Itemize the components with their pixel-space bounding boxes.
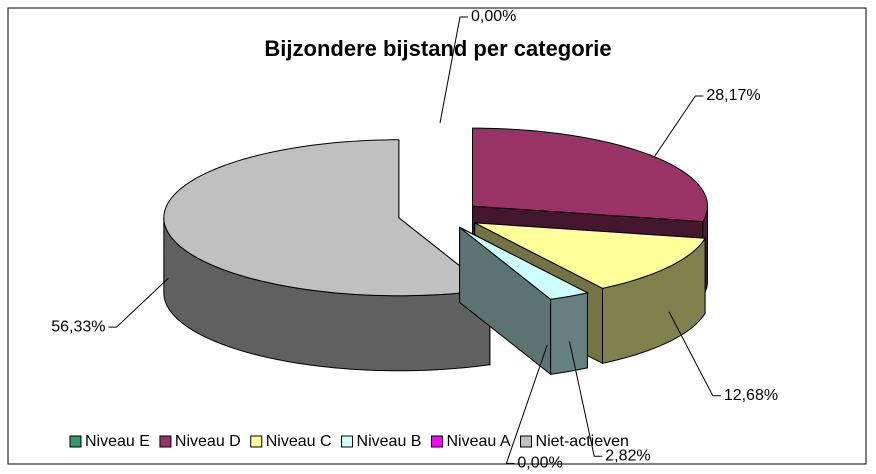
data-label: 2,82% xyxy=(605,447,650,464)
leader-line xyxy=(668,311,721,397)
legend-swatch xyxy=(520,435,533,448)
legend-label: Niveau E xyxy=(85,433,150,450)
data-label: 28,17% xyxy=(706,87,760,104)
slice-side xyxy=(550,292,588,375)
slice-top xyxy=(459,226,589,300)
leader-line xyxy=(653,95,704,158)
legend-label: Niveau A xyxy=(446,433,510,450)
legend-label: Niveau D xyxy=(175,433,241,450)
data-label: 56,33% xyxy=(51,318,105,335)
legend-swatch xyxy=(341,435,354,448)
legend-label: Niveau B xyxy=(357,433,422,450)
slice-top xyxy=(472,127,709,223)
leader-line xyxy=(108,277,169,328)
data-label: 12,68% xyxy=(724,387,778,404)
legend-label: Niet-actieven xyxy=(536,433,629,450)
leader-line xyxy=(568,341,603,457)
pie-slice xyxy=(163,139,492,372)
chart-border xyxy=(7,7,867,465)
legend-swatch xyxy=(250,435,263,448)
chart-title: Bijzondere bijstand per categorie xyxy=(264,36,611,61)
slice-top xyxy=(474,222,706,289)
legend-swatch xyxy=(430,435,443,448)
leader-line xyxy=(439,16,468,124)
pie-slice xyxy=(459,226,589,376)
legend-swatch xyxy=(159,435,172,448)
leader-line xyxy=(505,344,548,464)
slice-top xyxy=(163,139,492,297)
legend-label: Niveau C xyxy=(266,433,332,450)
data-label: 0,00% xyxy=(517,455,562,472)
data-label: 0,00% xyxy=(471,8,516,25)
legend-swatch xyxy=(69,435,82,448)
